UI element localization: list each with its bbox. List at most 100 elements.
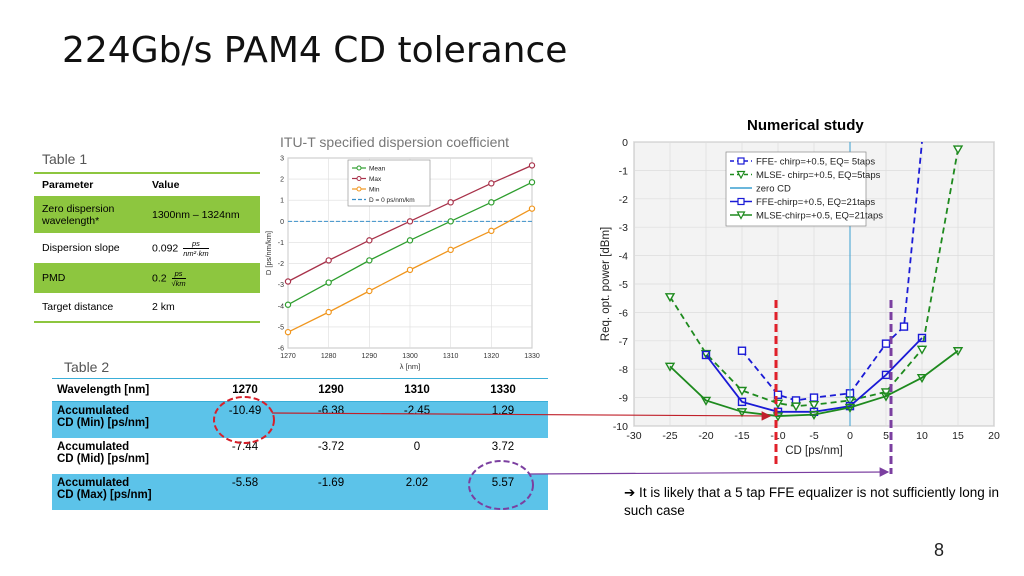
unit-denominator: nm²·km bbox=[183, 248, 209, 258]
x-tick-label: -10 bbox=[770, 430, 785, 442]
data-point bbox=[664, 293, 676, 303]
data-point bbox=[528, 179, 536, 186]
table2-row-label: Accumulated CD (Mid) [ps/nm] bbox=[52, 441, 202, 474]
x-tick-label: 15 bbox=[952, 430, 964, 442]
x-tick-label: 1330 bbox=[524, 353, 540, 360]
data-point bbox=[808, 401, 820, 411]
table1-row: Dispersion slope 0.092 ps nm²·km bbox=[34, 233, 260, 263]
legend-marker bbox=[737, 157, 745, 165]
data-point bbox=[366, 257, 373, 264]
table2-cell: -5.58 bbox=[231, 477, 259, 489]
y-tick-label: -6 bbox=[619, 307, 628, 319]
data-point bbox=[737, 397, 747, 407]
data-point bbox=[528, 205, 536, 212]
table1-value: 0.092 bbox=[152, 241, 179, 254]
data-point bbox=[737, 346, 747, 355]
x-tick-label: 10 bbox=[916, 430, 928, 442]
legend-marker bbox=[356, 186, 362, 192]
data-point bbox=[700, 349, 712, 359]
row-label-line: Accumulated bbox=[57, 441, 130, 453]
y-tick-label: -5 bbox=[619, 279, 628, 291]
data-point bbox=[916, 374, 928, 384]
table2-row: Accumulated CD (Max) [ps/nm] -5.58 -1.69… bbox=[52, 474, 548, 510]
x-tick-label: -15 bbox=[734, 430, 749, 442]
x-tick-label: -20 bbox=[698, 430, 713, 442]
data-point bbox=[917, 333, 927, 343]
y-tick-label: -1 bbox=[278, 240, 284, 247]
data-point bbox=[808, 410, 820, 421]
table1: Parameter Value Zero dispersion waveleng… bbox=[34, 172, 260, 323]
data-point bbox=[952, 347, 964, 357]
numerical-study-title: Numerical study bbox=[747, 117, 864, 134]
data-point bbox=[406, 218, 414, 225]
y-tick-label: -6 bbox=[278, 346, 284, 353]
table2-cell: -7.44 bbox=[231, 441, 259, 453]
x-tick-label: 5 bbox=[883, 430, 889, 442]
y-tick-label: 2 bbox=[280, 177, 284, 184]
table1-row: Target distance 2 km bbox=[34, 293, 260, 321]
legend-label: FFE-chirp=+0.5, EQ=21taps bbox=[756, 197, 875, 208]
y-tick-label: -2 bbox=[619, 194, 628, 206]
x-tick-label: -5 bbox=[809, 430, 818, 442]
x-tick-label: 20 bbox=[988, 430, 1000, 442]
table2-row-label: Accumulated CD (Max) [ps/nm] bbox=[52, 477, 202, 510]
table2-header-cell: 1270 bbox=[232, 384, 258, 396]
dispersion-chart: ITU-T specified dispersion coefficient 12… bbox=[264, 134, 540, 371]
table1-value: 1300nm – 1324nm bbox=[152, 209, 240, 221]
table2: Wavelength [nm] 1270 1290 1310 1330 Accu… bbox=[52, 378, 548, 510]
data-point bbox=[952, 145, 964, 155]
legend-label: Mean bbox=[369, 166, 386, 173]
table1-value: 2 km bbox=[152, 301, 175, 313]
y-tick-label: -9 bbox=[619, 393, 628, 405]
y-tick-label: 0 bbox=[280, 219, 284, 226]
row-label-line: CD (Mid) [ps/nm] bbox=[57, 453, 149, 465]
table1-param: Dispersion slope bbox=[42, 242, 120, 254]
data-point bbox=[325, 279, 332, 286]
unit-fraction: ps √km bbox=[171, 269, 186, 288]
table1-value-cell: 0.2 ps √km bbox=[152, 269, 260, 288]
legend-label: MLSE-chirp=+0.5, EQ=21taps bbox=[756, 211, 883, 222]
data-point bbox=[809, 393, 819, 402]
data-point bbox=[736, 408, 748, 418]
table1-param: Target distance bbox=[42, 301, 114, 313]
cd-tolerance-chart: -30 -25 -20 -15 -10 -5 0 5 10 15 20 0 -1 -2 -3 -4 -5 -6 -7… bbox=[600, 137, 1000, 457]
y-tick-label: -3 bbox=[278, 282, 284, 289]
table2-header: Wavelength [nm] 1270 1290 1310 1330 bbox=[52, 378, 548, 402]
table2-cell: 5.57 bbox=[491, 477, 515, 489]
x-tick-label: 1320 bbox=[484, 353, 500, 360]
y-tick-label: 0 bbox=[622, 137, 628, 149]
data-point bbox=[488, 227, 495, 235]
table2-row: Accumulated CD (Mid) [ps/nm] -7.44 -3.72… bbox=[52, 438, 548, 474]
y-tick-label: -4 bbox=[619, 251, 628, 263]
unit-numerator: ps bbox=[183, 239, 209, 249]
table2-header-label: Wavelength [nm] bbox=[57, 384, 150, 396]
legend-box bbox=[725, 151, 867, 227]
data-point bbox=[325, 257, 332, 264]
data-point bbox=[488, 180, 495, 187]
data-point bbox=[366, 287, 373, 295]
y-tick-label: -10 bbox=[613, 421, 628, 433]
series-line-mlse-chirp-0-5-eq-21taps bbox=[669, 350, 959, 417]
table2-header-cell: 1330 bbox=[490, 384, 516, 396]
unit-denominator: √km bbox=[171, 278, 186, 288]
legend-label: Min bbox=[369, 187, 380, 194]
legend-marker bbox=[356, 176, 362, 181]
y-axis-label: D [ps/nm/km] bbox=[264, 231, 273, 275]
table1-row: Zero dispersion wavelength* 1300nm – 132… bbox=[34, 197, 260, 233]
x-tick-label: 1270 bbox=[280, 353, 296, 360]
legend-label: D = 0 ps/nm/km bbox=[369, 197, 415, 204]
table2-cell: -10.49 bbox=[228, 405, 262, 417]
data-point bbox=[881, 339, 891, 348]
chart-title: ITU-T specified dispersion coefficient bbox=[280, 134, 509, 150]
data-point bbox=[899, 322, 909, 331]
y-tick-label: -5 bbox=[278, 324, 284, 331]
legend-marker bbox=[356, 165, 362, 171]
table2-caption: Table 2 bbox=[64, 359, 110, 375]
legend-label: FFE- chirp=+0.5, EQ= 5taps bbox=[756, 157, 875, 168]
data-point bbox=[916, 345, 928, 355]
data-point bbox=[701, 350, 711, 360]
data-point bbox=[773, 390, 783, 399]
slide-title: 224Gb/s PAM4 CD tolerance bbox=[62, 30, 568, 71]
table2-cell: 1.29 bbox=[491, 405, 515, 417]
data-point bbox=[406, 266, 414, 274]
